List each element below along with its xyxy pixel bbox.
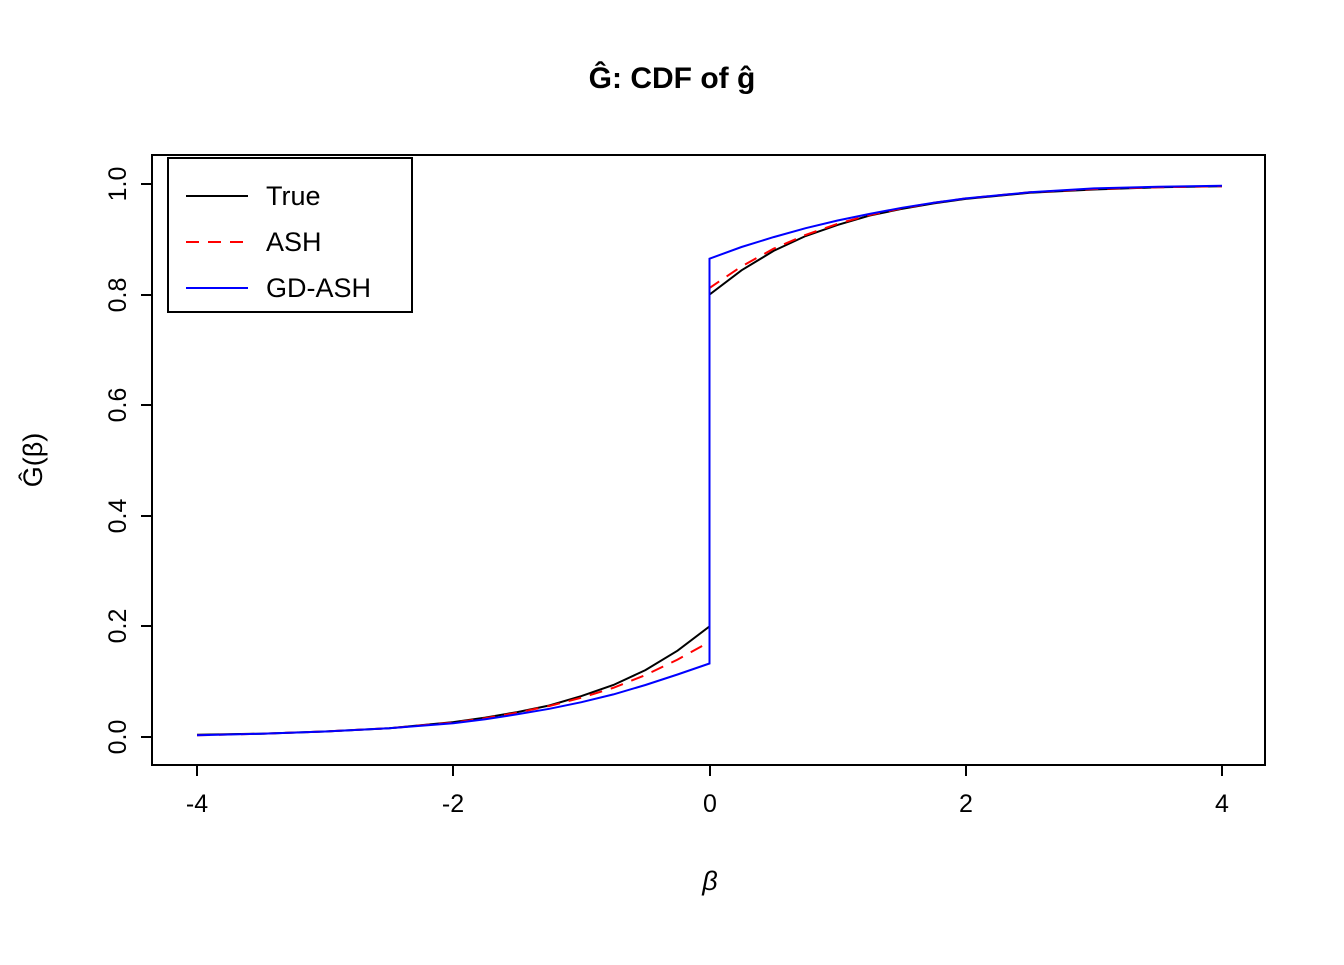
- series-line-gd-ash: [196, 184, 1223, 737]
- legend: True ASH GD-ASH: [167, 157, 413, 313]
- y-tick-label: 0.4: [104, 499, 132, 534]
- y-tick-label: 0.6: [104, 388, 132, 423]
- y-tick-label: 0.0: [104, 720, 132, 755]
- plot-box: [151, 154, 1266, 766]
- series-lines-group: [196, 184, 1223, 737]
- x-tick-label: 2: [959, 790, 973, 818]
- chart-title: Ĝ: CDF of ĝ: [589, 61, 756, 95]
- legend-label-true: True: [266, 181, 321, 211]
- y-axis-ticks: [141, 183, 152, 738]
- x-tick-label: -4: [186, 790, 208, 818]
- x-axis-ticks: [196, 765, 1223, 776]
- y-axis-tick-labels: 0.0 0.2 0.4 0.6 0.8 1.0: [104, 167, 132, 755]
- legend-label-ash: ASH: [266, 227, 322, 257]
- y-axis-label: Ĝ(β): [17, 433, 48, 488]
- y-tick-label: 0.2: [104, 609, 132, 644]
- x-tick-label: 0: [703, 790, 717, 818]
- x-axis-label: β: [701, 866, 717, 896]
- legend-label-gd-ash: GD-ASH: [266, 273, 371, 303]
- x-axis-tick-labels: -4 -2 0 2 4: [186, 790, 1229, 818]
- x-tick-label: -2: [442, 790, 464, 818]
- x-tick-label: 4: [1215, 790, 1229, 818]
- y-tick-label: 1.0: [104, 167, 132, 202]
- legend-box: [167, 157, 413, 313]
- y-tick-label: 0.8: [104, 278, 132, 313]
